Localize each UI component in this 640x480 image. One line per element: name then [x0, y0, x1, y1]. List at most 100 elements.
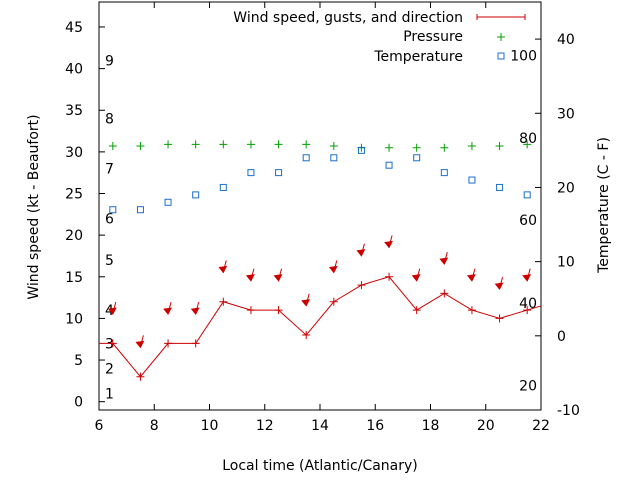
y-tick-label-20: 20 — [65, 228, 83, 244]
temperature-point-5 — [247, 169, 255, 177]
gust-arrow-head-7 — [301, 299, 311, 307]
pressure-point-4 — [219, 140, 228, 149]
x-tick-label-16: 16 — [366, 418, 384, 434]
x-tick-label-20: 20 — [477, 418, 495, 434]
fahrenheit-label-60: 60 — [519, 213, 537, 229]
gust-arrow-4 — [218, 260, 228, 274]
beaufort-label-3: 3 — [105, 336, 114, 352]
y2-tick-label-40: 40 — [557, 32, 575, 48]
legend-label-temperature: Temperature — [373, 49, 463, 65]
x-axis-title: Local time (Atlantic/Canary) — [222, 458, 418, 474]
gust-arrow-head-8 — [328, 265, 338, 274]
y2-tick-label--10: -10 — [557, 403, 580, 419]
y-tick-label-5: 5 — [74, 353, 83, 369]
pressure-point-15 — [523, 140, 532, 149]
wind-speed-point-16 — [523, 306, 532, 315]
temperature-point-10 — [385, 161, 393, 169]
beaufort-label-6: 6 — [105, 211, 114, 227]
wind-speed-point-9 — [329, 297, 338, 306]
pressure-point-12 — [440, 143, 449, 152]
gust-arrow-head-3 — [190, 307, 200, 316]
wind-speed-point-1 — [108, 339, 117, 348]
wind-speed-point-4 — [191, 339, 200, 348]
gust-arrow-head-5 — [246, 274, 255, 282]
wind-speed-point-13 — [440, 289, 449, 298]
y2-tick-label-0: 0 — [557, 329, 566, 345]
beaufort-label-1: 1 — [105, 386, 114, 402]
gust-arrow-head-12 — [439, 257, 449, 266]
fahrenheit-label-100: 100 — [510, 48, 537, 64]
legend-label-pressure: Pressure — [403, 29, 463, 45]
beaufort-label-5: 5 — [105, 253, 114, 269]
pressure-point-3 — [191, 140, 200, 149]
y2-tick-label-10: 10 — [557, 255, 575, 271]
temperature-point-13 — [468, 176, 476, 184]
y2-tick-label-20: 20 — [557, 180, 575, 196]
plot-frame — [98, 1, 542, 411]
temperature-point-2 — [164, 198, 172, 206]
gust-arrow-head-14 — [494, 282, 504, 291]
pressure-point-14 — [495, 142, 504, 151]
gust-arrow-7 — [301, 293, 311, 307]
axes: 6 8 10 12 14 16 18 20 22051015202530354045-10010… — [65, 2, 580, 434]
temperature-point-12 — [440, 169, 448, 177]
beaufort-label-2: 2 — [105, 361, 114, 377]
y-tick-label-25: 25 — [65, 187, 83, 203]
wind-speed-line — [99, 276, 542, 378]
temperature-point-6 — [275, 169, 283, 177]
gust-arrow-13 — [467, 268, 476, 282]
gust-arrow-5 — [246, 268, 255, 282]
temperature-point-9 — [357, 146, 365, 154]
y-tick-label-10: 10 — [65, 311, 83, 327]
gust-arrow-head-13 — [467, 274, 476, 282]
wind-speed-point-11 — [385, 272, 394, 281]
gust-arrow-3 — [190, 301, 200, 316]
y-tick-label-45: 45 — [65, 20, 83, 36]
gust-arrow-12 — [439, 251, 449, 266]
series-layer — [99, 140, 542, 381]
x-tick-label-10: 10 — [201, 418, 219, 434]
x-tick-label-22: 22 — [532, 418, 550, 434]
temperature-point-4 — [219, 183, 227, 191]
pressure-point-11 — [412, 143, 421, 152]
temperature-point-8 — [330, 154, 338, 162]
x-tick-label-8: 8 — [150, 418, 159, 434]
gust-arrow-0 — [107, 301, 117, 316]
y-axis-title: Wind speed (kt - Beaufort) — [26, 114, 42, 299]
beaufort-label-8: 8 — [105, 112, 114, 128]
beaufort-label-7: 7 — [105, 162, 114, 178]
gust-arrow-head-1 — [135, 340, 145, 349]
x-tick-label-12: 12 — [256, 418, 274, 434]
wind-speed-point-12 — [412, 306, 421, 315]
beaufort-label-4: 4 — [105, 303, 114, 319]
gust-arrow-head-9 — [356, 249, 366, 257]
y2-axis-title: Temperature (C - F) — [596, 137, 612, 274]
wind-speed-point-8 — [302, 331, 311, 340]
legend: Wind speed, gusts, and direction Pressur… — [233, 10, 526, 65]
temperature-point-7 — [302, 154, 310, 162]
y-tick-label-15: 15 — [65, 270, 83, 286]
gust-arrow-10 — [384, 235, 393, 249]
wind-speed-point-7 — [274, 306, 283, 315]
wind-speed-point-14 — [467, 306, 476, 315]
wind-speed-point-3 — [164, 339, 173, 348]
temperature-point-15 — [523, 191, 531, 199]
gust-arrow-head-4 — [218, 265, 228, 274]
wind-speed-point-15 — [495, 314, 504, 323]
pressure-point-7 — [302, 140, 311, 149]
pressure-point-13 — [467, 142, 476, 151]
gust-arrow-head-10 — [384, 240, 393, 249]
temperature-point-11 — [413, 154, 421, 162]
fahrenheit-label-20: 20 — [519, 379, 537, 395]
wind-speed-point-5 — [219, 297, 228, 306]
pressure-point-1 — [136, 142, 145, 151]
gust-arrow-2 — [163, 301, 172, 316]
temperature-point-14 — [496, 183, 504, 191]
gust-arrow-6 — [273, 268, 283, 282]
fahrenheit-label-80: 80 — [519, 131, 537, 147]
gust-arrow-head-6 — [273, 274, 283, 282]
y-tick-label-0: 0 — [74, 395, 83, 411]
gust-arrow-15 — [522, 268, 532, 282]
gust-arrow-9 — [356, 243, 366, 257]
